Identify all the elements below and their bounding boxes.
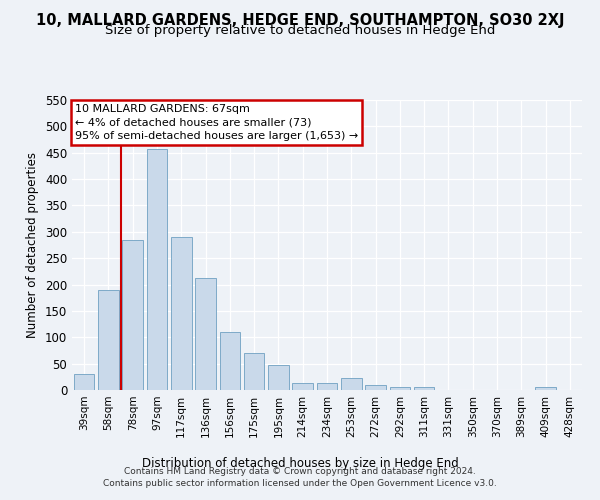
Bar — [98, 290, 119, 390]
Bar — [535, 387, 556, 390]
Text: Contains HM Land Registry data © Crown copyright and database right 2024.
Contai: Contains HM Land Registry data © Crown c… — [103, 466, 497, 487]
Text: Size of property relative to detached houses in Hedge End: Size of property relative to detached ho… — [105, 24, 495, 37]
Text: 10, MALLARD GARDENS, HEDGE END, SOUTHAMPTON, SO30 2XJ: 10, MALLARD GARDENS, HEDGE END, SOUTHAMP… — [36, 12, 564, 28]
Text: Distribution of detached houses by size in Hedge End: Distribution of detached houses by size … — [142, 458, 458, 470]
Bar — [122, 240, 143, 390]
Text: 10 MALLARD GARDENS: 67sqm
← 4% of detached houses are smaller (73)
95% of semi-d: 10 MALLARD GARDENS: 67sqm ← 4% of detach… — [74, 104, 358, 141]
Bar — [171, 237, 191, 390]
Bar — [341, 378, 362, 390]
Bar — [365, 384, 386, 390]
Bar — [268, 365, 289, 390]
Bar — [220, 332, 240, 390]
Bar — [317, 383, 337, 390]
Bar — [74, 374, 94, 390]
Bar — [146, 149, 167, 390]
Bar — [414, 387, 434, 390]
Bar — [244, 353, 265, 390]
Bar — [389, 388, 410, 390]
Y-axis label: Number of detached properties: Number of detached properties — [26, 152, 40, 338]
Bar — [292, 383, 313, 390]
Bar — [195, 278, 216, 390]
